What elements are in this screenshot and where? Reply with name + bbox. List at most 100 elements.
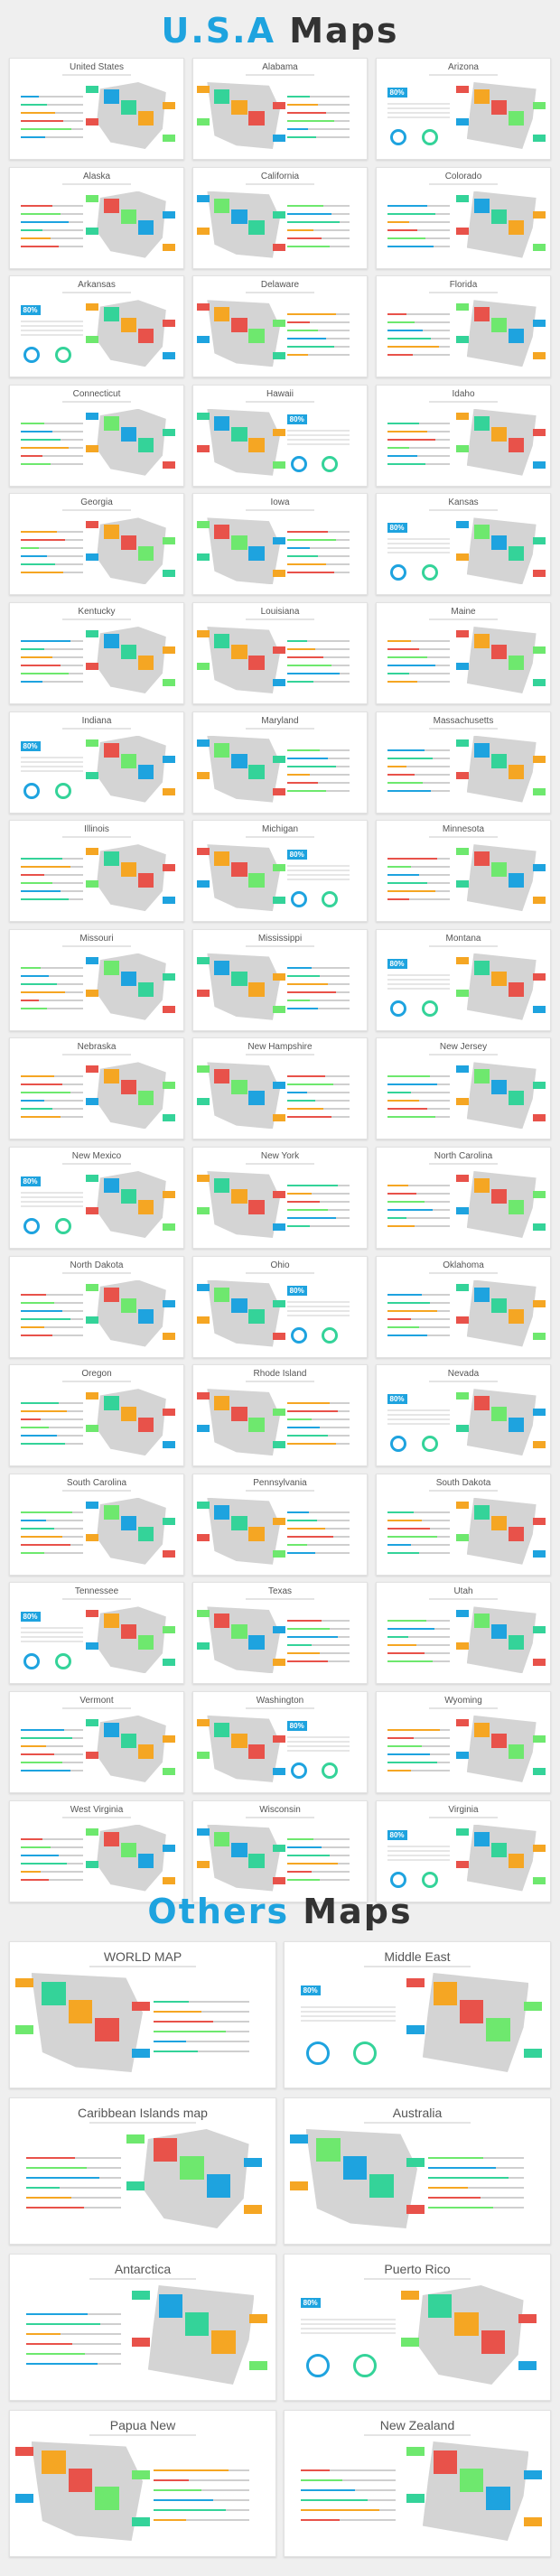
progress-bar bbox=[20, 656, 83, 658]
map-slide-card[interactable]: Connecticut bbox=[9, 384, 184, 487]
map-slide-card[interactable]: Wyoming bbox=[376, 1690, 551, 1793]
map-slide-card[interactable]: Wisconsin bbox=[192, 1799, 368, 1902]
map-slide-card[interactable]: Papua New bbox=[9, 2410, 276, 2557]
map-slide-card[interactable]: Texas bbox=[192, 1582, 368, 1685]
map-slide-card[interactable]: Maryland bbox=[192, 711, 368, 814]
map-slide-card[interactable]: Iowa bbox=[192, 493, 368, 596]
map-label-tag bbox=[86, 1206, 99, 1214]
map-slide-card[interactable]: Montana 80% bbox=[376, 928, 551, 1031]
map-slide-card[interactable]: Oklahoma bbox=[376, 1255, 551, 1358]
map-slide-card[interactable]: Minnesota bbox=[376, 820, 551, 923]
map-slide-subtitle-line bbox=[61, 727, 132, 730]
map-slide-card[interactable]: Utah bbox=[376, 1582, 551, 1685]
progress-bar bbox=[286, 656, 350, 658]
map-slide-card[interactable]: Massachusetts bbox=[376, 711, 551, 814]
map-slide-card[interactable]: New Mexico 80% bbox=[9, 1146, 184, 1249]
map-slide-card[interactable]: Arkansas 80% bbox=[9, 275, 184, 378]
highlighted-region bbox=[342, 2156, 368, 2180]
highlighted-region bbox=[490, 100, 507, 115]
map-slide-card[interactable]: Illinois bbox=[9, 820, 184, 923]
progress-bars-group bbox=[20, 525, 83, 574]
highlighted-region bbox=[42, 1982, 66, 2005]
map-slide-title: Oregon bbox=[81, 1369, 112, 1380]
text-line bbox=[387, 987, 450, 990]
highlighted-region bbox=[486, 2018, 510, 2041]
map-slide-card[interactable]: Australia bbox=[284, 2097, 551, 2245]
progress-bar-fill bbox=[387, 1535, 438, 1538]
map-slide-card[interactable]: Colorado bbox=[376, 166, 551, 269]
progress-bar bbox=[20, 438, 83, 441]
map-slide-card[interactable]: North Dakota bbox=[9, 1255, 184, 1358]
map-slide-card[interactable]: Antarctica bbox=[9, 2254, 276, 2401]
map-slide-card[interactable]: North Carolina bbox=[376, 1146, 551, 1249]
map-slide-card[interactable]: Tennessee 80% bbox=[9, 1582, 184, 1685]
map-slide-card[interactable]: United States bbox=[9, 58, 184, 160]
map-slide-card[interactable]: Idaho bbox=[376, 384, 551, 487]
map-slide-title: New Hampshire bbox=[247, 1042, 313, 1053]
map-slide-card[interactable]: Alaska bbox=[9, 166, 184, 269]
progress-bar bbox=[286, 1443, 350, 1446]
map-slide-card[interactable]: Louisiana bbox=[192, 601, 368, 704]
progress-bar-fill bbox=[286, 212, 331, 215]
map-slide-subtitle-line bbox=[245, 292, 315, 294]
progress-bar bbox=[427, 2187, 524, 2189]
map-slide-title: Oklahoma bbox=[443, 1260, 484, 1270]
map-slide-card[interactable]: Kentucky bbox=[9, 601, 184, 704]
map-slide-card[interactable]: Missouri bbox=[9, 928, 184, 1031]
map-slide-card[interactable]: Middle East 80% bbox=[284, 1941, 551, 2088]
progress-bar bbox=[20, 1309, 83, 1312]
donut-progress-ring bbox=[54, 782, 71, 799]
map-label-tag bbox=[162, 210, 175, 219]
text-line bbox=[387, 543, 450, 545]
map-slide-card[interactable]: New Hampshire bbox=[192, 1037, 368, 1140]
progress-bar-fill bbox=[387, 204, 428, 207]
map-slide-card[interactable]: Florida bbox=[376, 275, 551, 378]
map-slide-card[interactable]: Nebraska bbox=[9, 1037, 184, 1140]
highlighted-region bbox=[120, 971, 137, 986]
map-slide-title: Alaska bbox=[82, 171, 110, 181]
map-slide-card[interactable]: South Dakota bbox=[376, 1473, 551, 1576]
progress-bar bbox=[286, 1216, 350, 1219]
map-slide-subtitle-line bbox=[364, 2278, 471, 2280]
progress-bar-fill bbox=[20, 1075, 54, 1078]
highlighted-region bbox=[454, 2312, 479, 2336]
map-label-tag bbox=[273, 1299, 286, 1307]
donut-progress-ring bbox=[421, 564, 438, 581]
map-slide-card[interactable]: New York bbox=[192, 1146, 368, 1249]
map-slide-card[interactable]: Mississippi bbox=[192, 928, 368, 1031]
map-slide-card[interactable]: Alabama bbox=[192, 58, 368, 160]
map-slide-card[interactable]: Nevada 80% bbox=[376, 1364, 551, 1467]
progress-bar-fill bbox=[20, 531, 58, 534]
map-slide-card[interactable]: Georgia bbox=[9, 493, 184, 596]
map-slide-card[interactable]: Kansas 80% bbox=[376, 493, 551, 596]
progress-bar-fill bbox=[286, 1511, 309, 1513]
map-slide-card[interactable]: WORLD MAP bbox=[9, 1941, 276, 2088]
map-slide-card[interactable]: Indiana 80% bbox=[9, 711, 184, 814]
map-slide-card[interactable]: Arizona 80% bbox=[376, 58, 551, 160]
progress-bar bbox=[286, 672, 350, 674]
map-slide-card[interactable]: California bbox=[192, 166, 368, 269]
map-slide-title: South Carolina bbox=[66, 1477, 127, 1488]
map-slide-card[interactable]: Virginia 80% bbox=[376, 1799, 551, 1902]
text-line bbox=[286, 1749, 350, 1752]
map-slide-card[interactable]: New Zealand bbox=[284, 2410, 551, 2557]
map-slide-card[interactable]: Rhode Island bbox=[192, 1364, 368, 1467]
map-slide-card[interactable]: Caribbean Islands map bbox=[9, 2097, 276, 2245]
map-slide-card[interactable]: Delaware bbox=[192, 275, 368, 378]
progress-bar bbox=[286, 237, 350, 239]
map-slide-card[interactable]: Puerto Rico 80% bbox=[284, 2254, 551, 2401]
map-slide-card[interactable]: West Virginia bbox=[9, 1799, 184, 1902]
map-slide-card[interactable]: New Jersey bbox=[376, 1037, 551, 1140]
map-slide-card[interactable]: Ohio 80% bbox=[192, 1255, 368, 1358]
progress-bar-fill bbox=[286, 1846, 322, 1848]
map-label-tag bbox=[196, 1610, 210, 1618]
map-slide-card[interactable]: Oregon bbox=[9, 1364, 184, 1467]
map-slide-card[interactable]: Washington 80% bbox=[192, 1690, 368, 1793]
map-label-tag bbox=[273, 537, 286, 545]
map-slide-card[interactable]: Pennsylvania bbox=[192, 1473, 368, 1576]
map-slide-card[interactable]: South Carolina bbox=[9, 1473, 184, 1576]
map-slide-card[interactable]: Maine bbox=[376, 601, 551, 704]
map-slide-card[interactable]: Vermont bbox=[9, 1690, 184, 1793]
map-slide-card[interactable]: Hawaii 80% bbox=[192, 384, 368, 487]
map-slide-card[interactable]: Michigan 80% bbox=[192, 820, 368, 923]
